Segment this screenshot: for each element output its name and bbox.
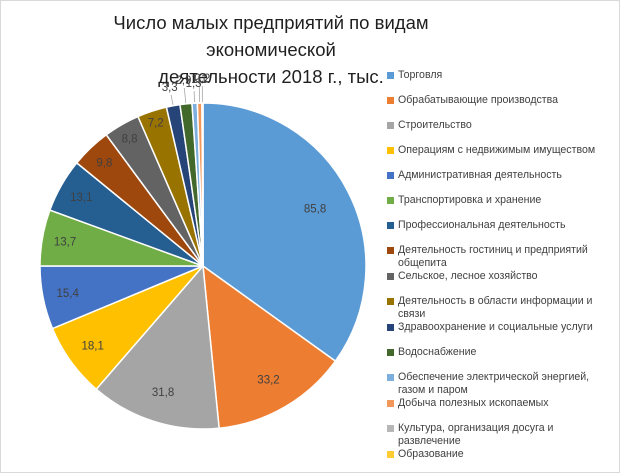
legend-item: Административная деятельность: [387, 169, 615, 194]
legend-item: Деятельность гостиниц и предприятий обще…: [387, 244, 615, 270]
legend-item: Профессиональная деятельность: [387, 219, 615, 244]
legend-label: Добыча полезных ископаемых: [398, 397, 549, 409]
legend-label: Торговля: [398, 69, 443, 81]
legend-label: Обрабатывающие производства: [398, 94, 559, 106]
data-label: 33,2: [257, 375, 279, 387]
legend-label: Образование: [398, 448, 464, 460]
data-label: 8,8: [122, 134, 138, 146]
chart-legend: Торговля Обрабатывающие производства Строи…: [387, 69, 615, 473]
legend-swatch: [387, 273, 394, 280]
data-label-leader-line: [193, 91, 195, 103]
legend-swatch: [387, 197, 394, 204]
legend-label: Строительство: [398, 119, 472, 131]
legend-item: Водоснабжение: [387, 346, 615, 371]
legend-item: Добыча полезных ископаемых: [387, 397, 615, 422]
legend-item: Обрабатывающие производства: [387, 94, 615, 119]
legend-label: Транспортировка и хранение: [398, 194, 542, 206]
data-label: 31,8: [152, 387, 174, 399]
legend-item: Здравоохранение и социальные услуги: [387, 321, 615, 346]
legend-swatch: [387, 97, 394, 104]
legend-label: Обеспечение электрической энергией, газо…: [398, 371, 590, 396]
data-label: 2,9: [175, 75, 191, 87]
legend-label: Деятельность в области информации и связ…: [398, 295, 593, 320]
legend-swatch: [387, 122, 394, 129]
legend-swatch: [387, 425, 394, 432]
data-label: 0,2: [194, 73, 210, 85]
data-label-leader-line: [183, 87, 187, 103]
data-label: 1,1: [191, 74, 207, 86]
data-label: 13,1: [70, 192, 92, 204]
legend-item: Строительство: [387, 119, 615, 144]
legend-swatch: [387, 72, 394, 79]
legend-swatch: [387, 451, 394, 458]
legend-item: Торговля: [387, 69, 615, 94]
legend-item: Культура, организация досуга и развлечен…: [387, 422, 615, 448]
legend-swatch: [387, 247, 394, 254]
chart-title: Число малых предприятий по видам экономи…: [71, 9, 471, 90]
data-label-leader-line: [170, 94, 174, 105]
pie-slice: [202, 264, 337, 430]
data-label: 1,3: [186, 78, 202, 90]
legend-item: Образование: [387, 448, 615, 473]
legend-swatch: [387, 374, 394, 381]
legend-swatch: [387, 400, 394, 407]
legend-label: Деятельность гостиниц и предприятий обще…: [398, 244, 588, 269]
chart-title-line-1: Число малых предприятий по видам экономи…: [113, 12, 429, 60]
legend-swatch: [387, 147, 394, 154]
legend-item: Операциям с недвижимым имуществом: [387, 144, 615, 169]
legend-item: Транспортировка и хранение: [387, 194, 615, 219]
legend-swatch: [387, 298, 394, 305]
data-label: 7,2: [148, 118, 164, 130]
pie-slice: [202, 102, 367, 363]
legend-swatch: [387, 222, 394, 229]
legend-item: Обеспечение электрической энергией, газо…: [387, 371, 615, 397]
legend-label: Сельское, лесное хозяйство: [398, 270, 538, 282]
data-label: 9,8: [96, 157, 112, 169]
data-label: 85,8: [304, 204, 326, 216]
data-label: 15,4: [57, 288, 80, 300]
legend-item: Деятельность в области информации и связ…: [387, 295, 615, 321]
chart-title-line-2: деятельности 2018 г., тыс.: [158, 66, 384, 87]
legend-label: Водоснабжение: [398, 346, 477, 358]
legend-swatch: [387, 349, 394, 356]
legend-label: Операциям с недвижимым имуществом: [398, 144, 596, 156]
legend-label: Культура, организация досуга и развлечен…: [398, 422, 554, 447]
legend-item: Сельское, лесное хозяйство: [387, 270, 615, 295]
data-label: 13,7: [54, 237, 76, 249]
legend-swatch: [387, 172, 394, 179]
data-label: 18,1: [82, 341, 104, 353]
legend-swatch: [387, 324, 394, 331]
legend-label: Профессиональная деятельность: [398, 219, 566, 231]
legend-label: Административная деятельность: [398, 169, 562, 181]
pie-slice: [95, 264, 220, 430]
data-label: 3,3: [162, 82, 178, 94]
legend-label: Здравоохранение и социальные услуги: [398, 321, 593, 333]
